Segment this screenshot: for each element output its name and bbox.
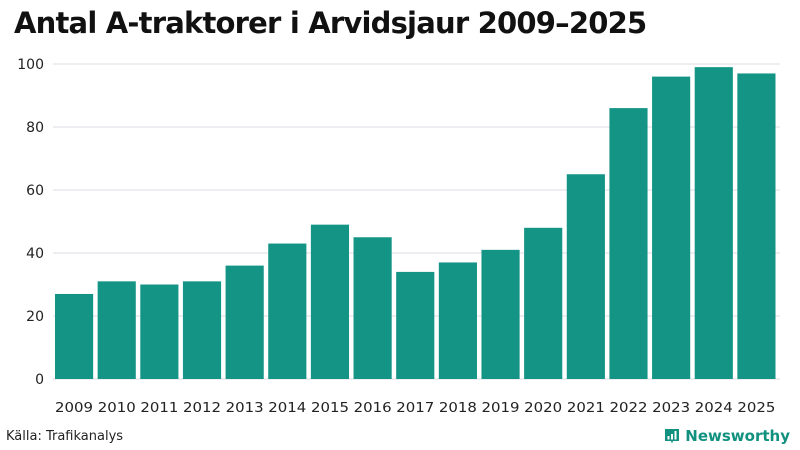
x-tick-label: 2009: [55, 400, 93, 416]
x-tick-label: 2015: [311, 400, 349, 416]
y-tick-label: 0: [35, 372, 44, 388]
bar-2023[interactable]: [652, 76, 691, 379]
bar-2024[interactable]: [694, 67, 733, 380]
x-tick-label: 2020: [524, 400, 562, 416]
x-tick-label: 2011: [140, 400, 178, 416]
x-tick-label: 2021: [567, 400, 605, 416]
bar-2011[interactable]: [140, 284, 179, 380]
x-tick-label: 2023: [652, 400, 690, 416]
x-tick-label: 2024: [695, 400, 733, 416]
bar-2020[interactable]: [524, 227, 563, 379]
bar-2016[interactable]: [353, 237, 392, 379]
bar-2022[interactable]: [609, 108, 648, 379]
x-axis-ticks: 2009 2010 2011 2012 2013 2014 2015 2016 2017 2018…: [55, 400, 775, 416]
y-axis-ticks: 0 20 40 60 80 100: [17, 57, 44, 388]
x-tick-label: 2016: [354, 400, 392, 416]
y-tick-label: 100: [17, 57, 44, 73]
bar-chart-speech-bubble-icon: [665, 429, 680, 444]
source-note: Källa: Trafikanalys: [6, 429, 124, 444]
y-tick-label: 20: [26, 309, 44, 325]
chart-title: Antal A-traktorer i Arvidsjaur 2009–2025: [14, 6, 647, 40]
bars: [55, 67, 776, 380]
x-tick-label: 2022: [609, 400, 647, 416]
bar-2015[interactable]: [310, 224, 350, 379]
bar-2019[interactable]: [481, 249, 520, 379]
bar-2014[interactable]: [268, 243, 307, 379]
bar-2013[interactable]: [225, 265, 264, 379]
x-tick-label: 2014: [268, 400, 306, 416]
bar-2010[interactable]: [97, 281, 136, 379]
y-tick-label: 80: [26, 120, 44, 136]
x-tick-label: 2013: [226, 400, 264, 416]
x-tick-label: 2018: [439, 400, 477, 416]
x-tick-label: 2019: [482, 400, 520, 416]
x-tick-label: 2010: [98, 400, 136, 416]
y-tick-label: 60: [26, 183, 44, 199]
newsworthy-logo[interactable]: Newsworthy: [664, 427, 790, 445]
x-tick-label: 2012: [183, 400, 221, 416]
bar-2025[interactable]: [737, 73, 776, 379]
x-tick-label: 2017: [396, 400, 434, 416]
y-tick-label: 40: [26, 246, 44, 262]
x-tick-label: 2025: [737, 400, 775, 416]
bar-2009[interactable]: [55, 293, 94, 379]
brand-name: Newsworthy: [685, 427, 790, 445]
bar-2012[interactable]: [182, 281, 222, 379]
bar-2017[interactable]: [396, 271, 435, 379]
bar-2018[interactable]: [438, 262, 477, 379]
bar-2021[interactable]: [566, 174, 605, 379]
